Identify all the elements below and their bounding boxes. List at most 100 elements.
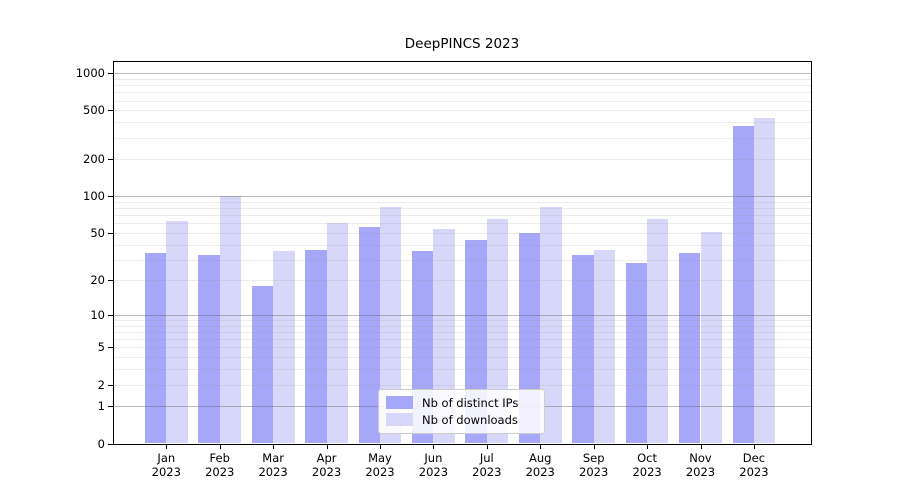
- year-label: 2023: [685, 465, 716, 479]
- month-label: May: [368, 450, 392, 465]
- year-label: 2023: [525, 465, 555, 479]
- minor-gridline: [113, 201, 811, 203]
- y-axis-tick-label: 2: [97, 377, 105, 392]
- x-axis-tick: [166, 444, 168, 449]
- x-axis-tick: [700, 444, 702, 449]
- x-axis-tick-label: Sep 2023: [564, 451, 624, 480]
- y-axis-tick: [108, 232, 113, 234]
- x-axis-tick: [540, 444, 542, 449]
- legend-label-downloads: Nb of downloads: [422, 412, 518, 427]
- year-label: 2023: [258, 465, 288, 479]
- y-axis-tick-label: 20: [90, 273, 105, 288]
- x-axis-tick: [326, 444, 328, 449]
- month-label: Oct: [637, 450, 658, 465]
- bar-distinct-ips: [625, 263, 648, 444]
- legend-swatch-distinct-ips-icon: [386, 396, 413, 409]
- bar-distinct-ips: [679, 253, 701, 444]
- x-axis-tick-label: Oct 2023: [617, 451, 677, 480]
- y-axis-tick: [108, 315, 113, 317]
- bar-distinct-ips: [572, 254, 594, 444]
- bar-distinct-ips: [358, 226, 380, 444]
- month-label: Sep: [582, 450, 605, 465]
- x-axis-tick-label: Jun 2023: [403, 451, 463, 480]
- month-label: Dec: [742, 450, 766, 465]
- minor-gridline: [113, 223, 811, 225]
- month-label: Mar: [262, 450, 284, 465]
- year-label: 2023: [205, 465, 235, 479]
- bar-downloads: [593, 250, 616, 444]
- y-axis-tick-label: 5: [97, 340, 105, 355]
- bar-distinct-ips: [198, 254, 220, 444]
- x-axis-tick-label: Jul 2023: [457, 451, 517, 480]
- bar-downloads: [647, 219, 669, 444]
- minor-gridline: [113, 100, 811, 102]
- year-label: 2023: [472, 465, 502, 479]
- y-axis-tick-label: 10: [90, 308, 105, 323]
- y-axis-tick: [108, 196, 113, 198]
- minor-gridline: [113, 92, 811, 94]
- month-label: Apr: [316, 450, 337, 465]
- x-axis-tick: [219, 444, 221, 449]
- bar-downloads: [486, 219, 509, 444]
- month-label: Feb: [209, 450, 230, 465]
- bar-distinct-ips: [144, 253, 167, 444]
- y-axis-tick-label: 0: [97, 436, 105, 451]
- year-label: 2023: [311, 465, 342, 479]
- year-label: 2023: [151, 465, 181, 479]
- major-gridline: [113, 196, 811, 198]
- x-axis-tick: [486, 444, 488, 449]
- bar-downloads: [166, 220, 188, 444]
- legend-label-distinct-ips: Nb of distinct IPs: [422, 395, 519, 410]
- x-axis-tick-label: Feb 2023: [190, 451, 250, 480]
- year-label: 2023: [632, 465, 662, 479]
- x-axis-tick-label: Jan 2023: [136, 451, 196, 480]
- minor-gridline: [113, 159, 811, 161]
- y-axis-tick: [108, 280, 113, 282]
- x-axis-tick-label: Mar 2023: [243, 451, 303, 480]
- year-label: 2023: [579, 465, 609, 479]
- month-label: Jan: [157, 450, 176, 465]
- x-axis-tick-label: Nov 2023: [671, 451, 731, 480]
- x-axis-tick-label: Apr 2023: [297, 451, 357, 480]
- month-label: Nov: [689, 450, 712, 465]
- legend: Nb of distinct IPs Nb of downloads: [378, 389, 545, 434]
- legend-swatch-downloads-icon: [386, 413, 413, 426]
- minor-gridline: [113, 122, 811, 124]
- y-axis-tick-label: 1: [97, 399, 105, 414]
- y-axis-tick: [108, 347, 113, 349]
- major-gridline: [113, 73, 811, 75]
- y-axis-tick: [108, 73, 113, 75]
- y-axis-tick: [108, 110, 113, 112]
- year-label: 2023: [739, 465, 769, 479]
- y-axis-tick-label: 1000: [75, 66, 105, 81]
- bar-distinct-ips: [732, 125, 754, 444]
- x-axis-tick-label: Dec 2023: [724, 451, 784, 480]
- x-axis-tick: [647, 444, 649, 449]
- y-axis-tick: [108, 384, 113, 386]
- chart-title: DeepPINCS 2023: [404, 36, 520, 52]
- x-axis-tick: [379, 444, 381, 449]
- y-axis-tick-label: 500: [83, 103, 105, 118]
- x-axis-tick: [753, 444, 755, 449]
- bar-downloads: [379, 206, 402, 444]
- y-axis-tick: [108, 443, 113, 445]
- month-label: Aug: [529, 450, 552, 465]
- x-axis-tick-label: May 2023: [350, 451, 410, 480]
- x-axis-tick-label: Aug 2023: [510, 451, 570, 480]
- legend-item-distinct-ips: Nb of distinct IPs: [386, 394, 536, 411]
- minor-gridline: [113, 110, 811, 112]
- bar-downloads: [326, 223, 348, 444]
- legend-item-downloads: Nb of downloads: [386, 411, 536, 428]
- year-label: 2023: [365, 465, 395, 479]
- bar-downloads: [219, 196, 242, 444]
- minor-gridline: [113, 215, 811, 217]
- x-axis-tick: [433, 444, 435, 449]
- minor-gridline: [113, 208, 811, 210]
- y-axis-tick: [108, 159, 113, 161]
- bar-distinct-ips: [305, 250, 327, 444]
- month-label: Jul: [479, 450, 494, 465]
- bar-downloads: [753, 117, 776, 444]
- y-axis-tick: [108, 406, 113, 408]
- bar-distinct-ips: [251, 285, 274, 444]
